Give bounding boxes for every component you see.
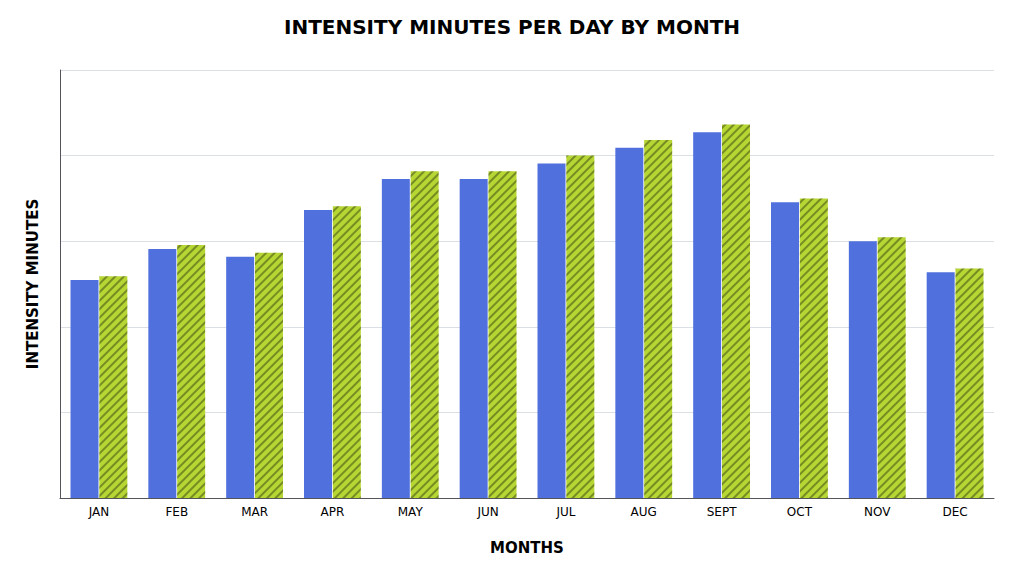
svg-text:JUL: JUL	[555, 505, 575, 519]
svg-text:FEB: FEB	[165, 505, 188, 519]
svg-text:SEPT: SEPT	[707, 505, 737, 519]
svg-text:INTENSITY MINUTES: INTENSITY MINUTES	[24, 199, 42, 369]
svg-text:MONTHS: MONTHS	[490, 539, 564, 557]
svg-text:NOV: NOV	[864, 505, 891, 519]
svg-text:MAY: MAY	[398, 505, 424, 519]
svg-text:APR: APR	[321, 505, 345, 519]
svg-text:JAN: JAN	[88, 505, 110, 519]
svg-text:INTENSITY MINUTES PER DAY BY M: INTENSITY MINUTES PER DAY BY MONTH	[284, 15, 740, 39]
svg-text:DEC: DEC	[942, 505, 967, 519]
svg-text:MAR: MAR	[241, 505, 268, 519]
svg-text:OCT: OCT	[787, 505, 813, 519]
svg-text:JUN: JUN	[476, 505, 498, 519]
svg-text:AUG: AUG	[631, 505, 657, 519]
